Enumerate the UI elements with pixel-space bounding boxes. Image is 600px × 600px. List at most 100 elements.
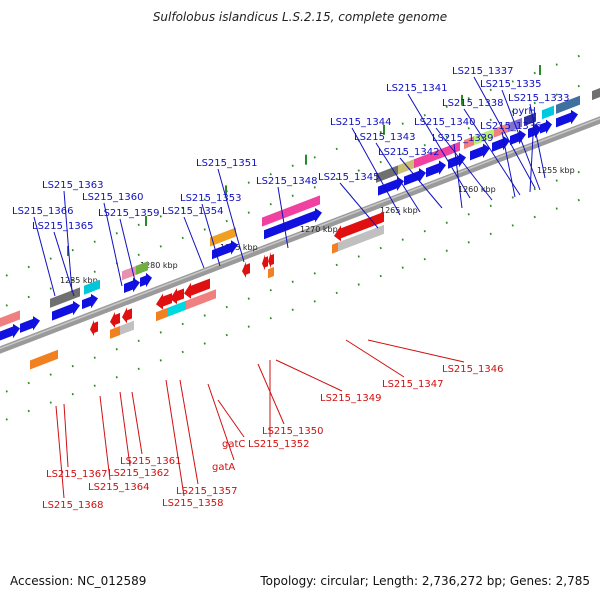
tick-label: 1270 kbp — [300, 225, 338, 234]
guide-dot — [577, 198, 580, 202]
guide-dot — [27, 381, 30, 385]
guide-dot — [467, 213, 470, 216]
reverse-gene-arrow — [184, 278, 210, 299]
reverse-leader-line — [345, 339, 405, 378]
guide-dot — [49, 257, 52, 260]
forward-gene-box — [542, 105, 554, 120]
guide-dot — [467, 241, 470, 244]
reverse-gene-box — [168, 300, 186, 317]
reverse-gene-arrow — [242, 261, 250, 278]
reverse-gene-label: LS215_1362 — [108, 468, 169, 479]
guide-dot — [225, 333, 228, 337]
guide-dot — [93, 240, 96, 243]
reverse-gene-box — [338, 224, 384, 252]
forward-gene-box — [556, 95, 580, 114]
guide-dot — [115, 348, 118, 351]
guide-dot — [247, 211, 250, 214]
reverse-gene-box — [40, 349, 58, 366]
guide-dot — [115, 232, 118, 235]
reverse-gene-box — [332, 242, 338, 254]
tick-label: 1275 kbp — [220, 243, 258, 252]
guide-dot — [203, 198, 206, 201]
reverse-leader-line — [275, 359, 343, 392]
forward-leader-line — [529, 116, 535, 193]
guide-dot — [511, 224, 514, 227]
forward-gene-box — [122, 264, 140, 281]
guide-dot — [93, 384, 96, 387]
guide-dot — [533, 101, 536, 105]
guide-dot — [159, 245, 162, 248]
guide-dot — [445, 221, 448, 224]
forward-gene-label: LS215_1353 — [180, 193, 241, 204]
reverse-leader-line — [119, 391, 131, 467]
guide-dot — [533, 187, 536, 191]
guide-dot — [577, 54, 580, 58]
forward-leader-line — [183, 216, 205, 269]
reverse-leader-line — [207, 383, 235, 461]
reverse-gene-box — [186, 289, 216, 310]
guide-dot — [379, 246, 382, 250]
guide-dot — [555, 93, 558, 96]
guide-dot — [511, 196, 514, 199]
guide-dot — [511, 80, 514, 83]
guide-dot — [445, 135, 448, 138]
guide-dot — [137, 367, 140, 371]
guide-dot — [577, 170, 580, 174]
guide-dot — [71, 364, 74, 368]
guide-dot — [335, 291, 338, 295]
guide-dot — [159, 331, 162, 334]
accession-text: Accession: NC_012589 — [10, 574, 147, 588]
guide-dot — [445, 105, 448, 108]
guide-dot — [467, 127, 470, 130]
guide-dot — [203, 228, 206, 231]
reverse-gene-label: LS215_1346 — [442, 364, 503, 375]
guide-dot — [291, 194, 294, 198]
guide-dot — [291, 164, 294, 168]
guide-dot — [313, 186, 316, 189]
reverse-gene-arrow — [122, 307, 132, 324]
guide-dot — [27, 265, 30, 269]
forward-gene-arrow — [492, 135, 510, 152]
forward-gene-arrow — [470, 143, 490, 161]
forward-leader-line — [375, 142, 421, 213]
forward-gene-label: LS215_1344 — [330, 117, 391, 128]
tick-label: 1260 kbp — [458, 185, 496, 194]
tick-label: 1255 kbp — [537, 166, 575, 175]
reverse-gene-box — [156, 307, 168, 322]
forward-leader-line — [453, 143, 463, 209]
guide-dot — [533, 215, 536, 219]
guide-dot — [445, 249, 448, 252]
reverse-gene-arrow — [262, 254, 268, 271]
reverse-leader-line — [55, 405, 65, 499]
forward-gene-arrow — [404, 168, 426, 186]
forward-gene-arrow — [540, 119, 552, 134]
reverse-gene-box — [110, 326, 120, 339]
forward-gene-box — [398, 159, 414, 175]
guide-dot — [115, 376, 118, 379]
forward-leader-line — [501, 131, 516, 198]
guide-dot — [291, 308, 294, 312]
forward-gene-arrow — [264, 208, 322, 240]
guide-dot — [555, 179, 558, 182]
reverse-gene-arrow — [334, 211, 384, 242]
guide-dot — [269, 316, 272, 320]
forward-leader-line — [501, 89, 541, 191]
guide-dot — [181, 322, 184, 326]
reverse-gene-arrow — [170, 288, 184, 305]
guide-dot — [511, 110, 514, 113]
guide-dot — [181, 206, 184, 210]
forward-gene-label: LS215_1363 — [42, 180, 103, 191]
guide-dot — [423, 113, 426, 117]
guide-dot — [313, 272, 316, 275]
reverse-gene-label: LS215_1361 — [120, 456, 181, 467]
guide-dot — [71, 248, 74, 252]
reverse-gene-label: LS215_1347 — [382, 379, 443, 390]
forward-gene-label: pyrH — [512, 106, 536, 117]
reverse-gene-label: LS215_1350 — [262, 426, 323, 437]
backbone — [0, 116, 600, 354]
guide-dot — [5, 274, 8, 277]
reverse-leader-line — [217, 399, 245, 438]
forward-leader-line — [33, 216, 56, 297]
forward-gene-arrow — [82, 293, 98, 310]
guide-dot — [49, 287, 52, 290]
